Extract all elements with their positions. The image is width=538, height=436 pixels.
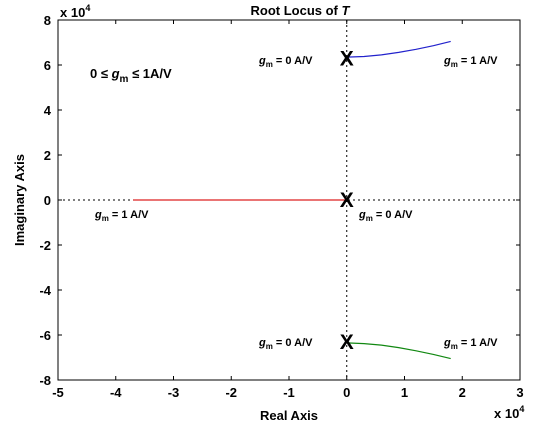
plot-frame: [57, 19, 521, 381]
y-tick-label: 2: [44, 148, 51, 163]
x-tick-label: -4: [110, 385, 122, 400]
annotation-upper-start: gm = 0 A/V: [258, 55, 313, 69]
annotation-lower-end: gm = 1 A/V: [443, 337, 498, 351]
y-tick-label: -2: [39, 238, 51, 253]
x-tick-label: 2: [459, 385, 466, 400]
y-tick-label: -4: [39, 283, 51, 298]
pole-marker: X: [340, 331, 354, 354]
x-tick-label: -3: [168, 385, 180, 400]
pole-layer: X X X: [340, 47, 354, 354]
locus-branch-upper: [346, 40, 451, 58]
x-axis-label: Real Axis: [260, 408, 318, 423]
y-tick-label: 6: [44, 58, 51, 73]
gain-range-note: 0 ≤ gm ≤ 1A/V: [90, 66, 172, 85]
x-exponent-label: x 104: [494, 404, 524, 421]
y-axis-label: Imaginary Axis: [12, 154, 27, 246]
locus-branch-lower: [346, 342, 451, 360]
pole-marker: X: [340, 47, 354, 70]
x-tick-label: -5: [52, 385, 64, 400]
y-tick-label: 8: [44, 13, 51, 28]
annotation-real-start: gm = 0 A/V: [358, 209, 413, 223]
series-layer: [133, 40, 451, 360]
x-tick-label: 0: [343, 385, 350, 400]
y-tick-label: 0: [44, 193, 51, 208]
tick-layer: -5 -4 -3 -2 -1 0 1 2 3 -8 -6 -4 -2 0 2 4 6 8: [39, 13, 523, 400]
x-tick-label: 3: [516, 385, 523, 400]
x-tick-label: -2: [225, 385, 237, 400]
annotation-upper-end: gm = 1 A/V: [443, 55, 498, 69]
annotation-lower-start: gm = 0 A/V: [258, 337, 313, 351]
pole-marker: X: [340, 189, 354, 212]
x-tick-label: 1: [401, 385, 408, 400]
y-exponent-label: x 104: [60, 3, 90, 20]
chart-title: Root Locus of T: [251, 3, 351, 18]
y-tick-label: 4: [44, 103, 52, 118]
y-tick-label: -6: [39, 328, 51, 343]
y-tick-label: -8: [39, 373, 51, 388]
annotation-real-end: gm = 1 A/V: [94, 209, 149, 223]
x-tick-label: -1: [283, 385, 295, 400]
